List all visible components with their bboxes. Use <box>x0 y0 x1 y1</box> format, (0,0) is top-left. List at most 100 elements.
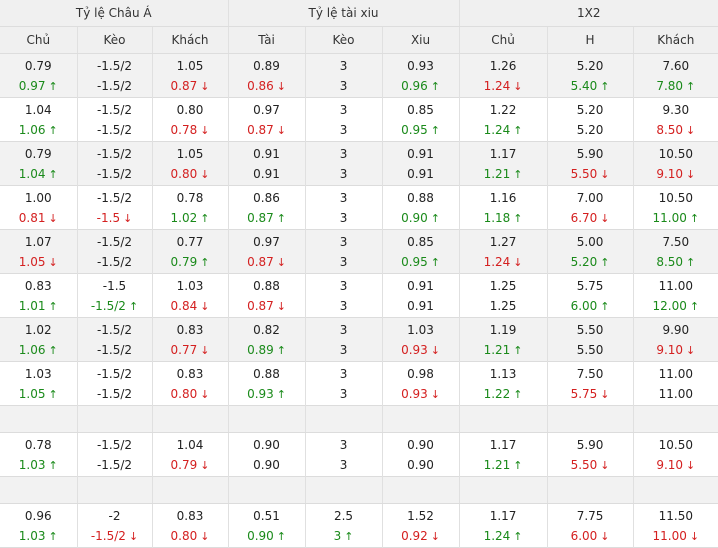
odds-value: -1.5/2 <box>96 343 133 357</box>
arrow-up-icon: ↑ <box>276 530 286 543</box>
odds-value: 6.00 <box>570 299 598 313</box>
arrow-down-icon: ↓ <box>600 388 610 401</box>
odds-value: 5.40 <box>570 79 598 93</box>
odds-value: 7.75 <box>576 509 604 523</box>
odds-value: 1.05 <box>18 255 46 269</box>
odds-cell: -1.5/2 <box>77 185 153 208</box>
odds-value: 1.21 <box>483 167 511 181</box>
odds-value: 11.00 <box>658 367 693 381</box>
odds-value: 1.00 <box>24 191 52 205</box>
odds-value: 0.90 <box>407 458 434 472</box>
odds-cell: 3 <box>305 361 383 384</box>
odds-cell: 11.00 ↑ <box>633 208 718 230</box>
odds-cell: 5.50 <box>547 340 634 362</box>
odds-cell: 1.19 <box>459 317 548 340</box>
empty-row <box>0 405 718 433</box>
odds-value: 0.85 <box>407 235 434 249</box>
arrow-down-icon: ↓ <box>686 344 696 357</box>
odds-value: 1.04 <box>24 103 52 117</box>
odds-cell: 3 <box>305 432 383 455</box>
arrow-up-icon: ↑ <box>48 530 58 543</box>
odds-cell: 9.10 ↓ <box>633 455 718 477</box>
odds-cell: 0.96 <box>0 503 78 526</box>
odds-row-current: 1.01 ↑ -1.5/2 ↑ 0.84 ↓ 0.87 ↓ 3 0.91 1.25 6.00 ↑ 12.0… <box>0 296 718 318</box>
arrow-up-icon: ↑ <box>513 530 523 543</box>
odds-cell: -1.5/2 <box>77 120 153 142</box>
odds-value: 0.92 <box>401 529 428 543</box>
odds-cell: 6.00 ↓ <box>547 526 634 548</box>
odds-cell: 7.50 <box>633 229 718 252</box>
odds-row-opening: 1.00 -1.5/2 0.78 0.86 3 0.88 1.16 7.00 10.50 <box>0 185 718 209</box>
odds-cell: 0.91 <box>382 296 460 318</box>
odds-cell: 5.50 <box>547 317 634 340</box>
odds-cell: 1.24 ↓ <box>459 76 548 98</box>
odds-cell: 5.00 <box>547 229 634 252</box>
empty-cell <box>305 405 383 433</box>
odds-value: 0.93 <box>247 387 274 401</box>
odds-value: 3 <box>339 367 348 381</box>
arrow-up-icon: ↑ <box>430 124 440 137</box>
odds-value: -1.5/2 <box>96 367 133 381</box>
odds-row-current: 0.81 ↓ -1.5 ↓ 1.02 ↑ 0.87 ↑ 3 0.90 ↑ 1.18 ↑ 6.70 ↓ 11.0… <box>0 208 718 230</box>
odds-value: 3 <box>339 103 348 117</box>
odds-value: 0.90 <box>253 458 280 472</box>
odds-value: 10.50 <box>658 191 693 205</box>
arrow-up-icon: ↑ <box>513 459 523 472</box>
odds-value: 0.87 <box>247 255 274 269</box>
empty-cell <box>633 476 718 504</box>
odds-cell: 1.21 ↑ <box>459 164 548 186</box>
odds-value: 11.50 <box>658 509 693 523</box>
arrow-down-icon: ↓ <box>600 212 610 225</box>
odds-value: 1.18 <box>483 211 511 225</box>
odds-cell: 0.87 ↓ <box>152 76 229 98</box>
odds-value: 0.83 <box>24 279 52 293</box>
odds-value: 0.78 <box>24 438 52 452</box>
odds-cell: 0.95 ↑ <box>382 120 460 142</box>
arrow-down-icon: ↓ <box>689 530 700 543</box>
arrow-down-icon: ↓ <box>200 344 210 357</box>
empty-cell <box>382 405 460 433</box>
odds-cell: 0.80 ↓ <box>152 384 229 406</box>
odds-value: 0.91 <box>407 167 434 181</box>
odds-value: 5.50 <box>570 167 598 181</box>
odds-cell: 11.00 <box>633 362 718 385</box>
odds-value: 1.03 <box>18 458 46 472</box>
odds-cell: 2.5 <box>305 503 383 526</box>
arrow-down-icon: ↓ <box>123 212 133 225</box>
odds-cell: 1.04 <box>0 97 78 120</box>
odds-cell: 3 <box>305 164 383 186</box>
odds-value: 1.24 <box>483 123 511 137</box>
odds-cell: 1.02 ↑ <box>152 208 229 230</box>
odds-cell: 0.87 ↓ <box>228 120 306 142</box>
odds-cell: 0.83 <box>152 317 229 340</box>
arrow-up-icon: ↑ <box>689 300 700 313</box>
col-header-over: Tài <box>228 26 306 54</box>
odds-cell: 0.83 <box>0 273 78 296</box>
odds-cell: 0.77 ↓ <box>152 340 229 362</box>
odds-value: 3 <box>339 299 348 313</box>
odds-value: 0.80 <box>170 387 198 401</box>
odds-value: 10.50 <box>658 438 693 452</box>
odds-value: 0.86 <box>253 191 280 205</box>
odds-cell: 8.50 ↑ <box>633 252 718 274</box>
arrow-down-icon: ↓ <box>200 459 210 472</box>
arrow-down-icon: ↓ <box>686 124 696 137</box>
odds-cell: 0.90 ↑ <box>228 526 306 548</box>
odds-cell: 11.00 ↓ <box>633 526 718 548</box>
arrow-down-icon: ↓ <box>513 80 523 93</box>
arrow-up-icon: ↑ <box>48 388 58 401</box>
odds-cell: 1.07 <box>0 229 78 252</box>
odds-row-opening: 0.83 -1.5 1.03 0.88 3 0.91 1.25 5.75 11.00 <box>0 273 718 296</box>
odds-value: 3 <box>339 79 348 93</box>
odds-cell: 5.75 ↓ <box>547 384 634 406</box>
odds-cell: 10.50 <box>633 186 718 209</box>
odds-cell: 0.88 <box>228 273 306 296</box>
odds-cell: 1.22 ↑ <box>459 384 548 406</box>
odds-value: 5.50 <box>570 458 598 472</box>
odds-cell: -1.5/2 <box>77 455 153 477</box>
odds-cell: 1.17 <box>459 141 548 164</box>
arrow-up-icon: ↑ <box>600 300 610 313</box>
odds-value: 1.03 <box>24 367 52 381</box>
odds-value: 0.87 <box>247 211 274 225</box>
arrow-down-icon: ↓ <box>48 212 58 225</box>
